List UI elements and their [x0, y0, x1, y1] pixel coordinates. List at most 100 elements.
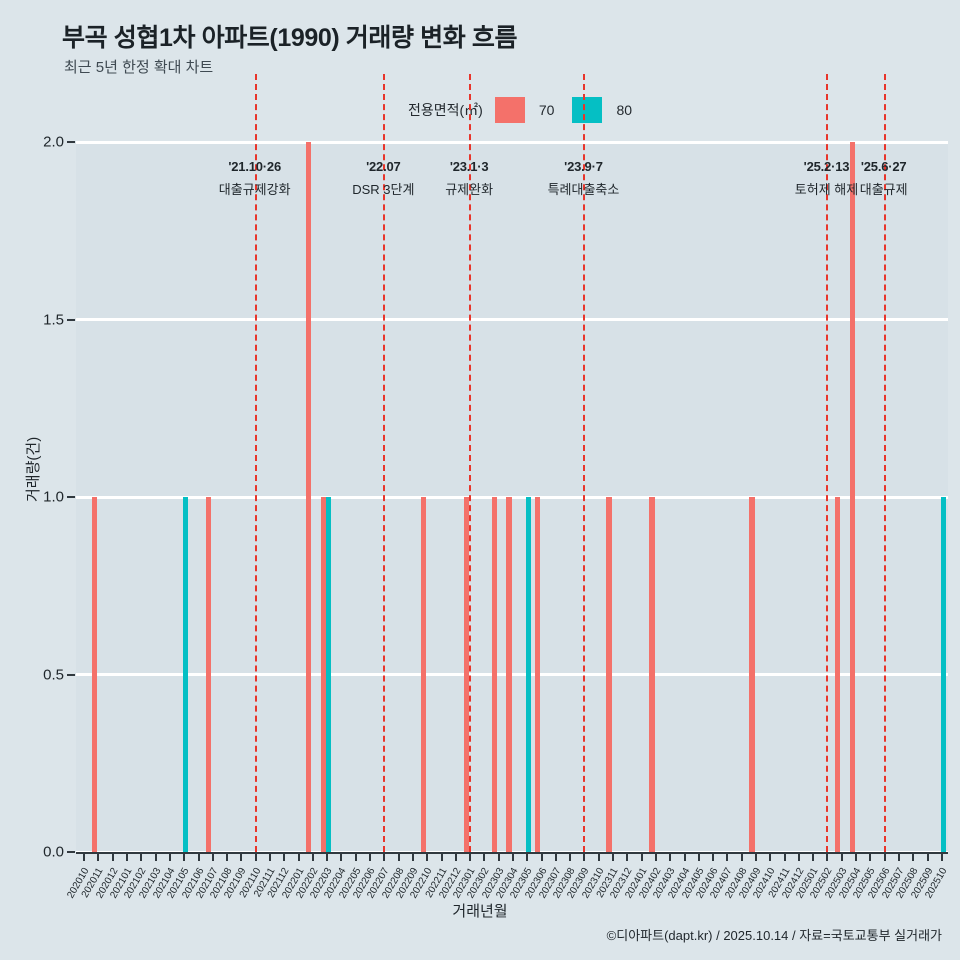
annotation-label: '25.6·27 대출규제 — [860, 159, 908, 198]
bar — [326, 497, 332, 852]
x-tick-mark — [426, 852, 429, 861]
bar — [649, 497, 655, 852]
x-tick-mark — [411, 852, 414, 861]
x-tick-mark — [926, 852, 929, 861]
x-tick-mark — [83, 852, 86, 861]
gridline — [76, 318, 948, 321]
footer-credit: ©디아파트(dapt.kr) / 2025.10.14 / 자료=국토교통부 실… — [606, 928, 942, 943]
bar — [506, 497, 512, 852]
x-tick-mark — [183, 852, 186, 861]
legend-label-80: 80 — [616, 102, 633, 118]
x-tick-mark — [369, 852, 372, 861]
bar — [91, 497, 98, 852]
x-tick-mark — [683, 852, 686, 861]
x-tick-mark — [354, 852, 357, 861]
x-tick-mark — [326, 852, 329, 861]
x-tick-mark — [311, 852, 314, 861]
y-tick-label: 1.0 — [43, 488, 64, 506]
annotation-text: 대출규제 — [859, 182, 908, 197]
bar — [206, 497, 212, 852]
page-subtitle: 최근 5년 한정 확대 차트 — [64, 59, 214, 76]
x-tick-mark — [383, 852, 386, 861]
x-tick-mark — [268, 852, 271, 861]
x-tick-mark — [540, 852, 543, 861]
plot-area: 0.0 0.5 1.0 1.5 2.0 — [43, 74, 948, 861]
x-tick-mark — [126, 852, 129, 861]
x-tick-mark — [469, 852, 472, 861]
x-tick-mark — [168, 852, 171, 861]
x-tick-mark — [454, 852, 457, 861]
annotation-label: '25.2·13 토허제 해제 — [795, 159, 858, 198]
x-tick-mark — [783, 852, 786, 861]
x-tick-mark — [612, 852, 615, 861]
y-tick-mark — [67, 141, 75, 143]
annotation-line — [883, 74, 886, 852]
annotation-line — [583, 74, 586, 852]
bar — [835, 497, 841, 852]
y-tick-label: 0.0 — [43, 843, 64, 861]
x-tick-mark — [340, 852, 343, 861]
x-tick-mark — [769, 852, 772, 861]
y-tick-label: 0.5 — [43, 666, 64, 683]
x-tick-mark — [297, 852, 300, 861]
legend-label-70: 70 — [538, 102, 555, 118]
annotation-line — [826, 74, 829, 852]
y-tick-label: 2.0 — [43, 133, 64, 151]
x-tick-mark — [826, 852, 829, 861]
x-tick-mark — [855, 852, 858, 861]
annotation-text: DSR 3단계 — [352, 182, 415, 197]
x-tick-mark — [597, 852, 600, 861]
annotation-label: '23.1·3 규제완화 — [445, 159, 493, 198]
y-tick-mark — [67, 673, 75, 676]
legend-title: 전용면적(㎡) — [408, 102, 483, 118]
gridline — [76, 495, 948, 499]
annotation-text: 토허제 해제 — [794, 182, 859, 197]
bar — [749, 497, 755, 852]
bar — [463, 497, 469, 852]
annotation-date: '21.10·26 — [228, 159, 281, 174]
x-tick-mark — [740, 852, 743, 861]
legend-swatch-80 — [572, 97, 603, 123]
annotation-date: '25.2·13 — [803, 159, 850, 174]
page-title: 부곡 성협1차 아파트(1990) 거래량 변화 흐름 — [62, 24, 518, 52]
bar — [320, 497, 326, 852]
x-tick-mark — [254, 852, 257, 861]
x-tick-mark — [140, 852, 143, 861]
annotation-text: 특례대출축소 — [547, 182, 620, 197]
x-tick-mark — [883, 852, 886, 861]
annotation-date: '25.6·27 — [860, 159, 907, 174]
y-axis-label: 거래량(건) — [25, 436, 42, 502]
x-tick-mark — [283, 852, 286, 861]
x-tick-mark — [97, 852, 100, 861]
y-tick-mark — [67, 318, 75, 321]
x-tick-mark — [197, 852, 200, 861]
x-tick-mark — [512, 852, 514, 861]
annotation-label: '23.9·7 특례대출축소 — [548, 159, 620, 198]
bar — [526, 497, 532, 852]
annotation-line — [383, 74, 386, 852]
legend: 전용면적(㎡) 70 80 — [408, 97, 632, 123]
y-tick-label: 1.5 — [43, 311, 64, 328]
gridline — [76, 673, 948, 676]
annotation-date: '23.9·7 — [564, 159, 603, 174]
x-tick-mark — [497, 852, 500, 861]
x-tick-mark — [483, 852, 486, 861]
annotation-line — [254, 74, 257, 852]
x-tick-mark — [697, 852, 700, 861]
bar — [940, 497, 947, 852]
annotation-text: 규제완화 — [445, 182, 494, 197]
bar — [306, 142, 312, 852]
bar — [535, 497, 541, 852]
y-tick-mark — [67, 496, 75, 498]
annotation-text: 대출규제강화 — [218, 182, 291, 197]
x-axis-title: 거래년월 — [452, 903, 508, 920]
gridline — [76, 140, 948, 144]
x-tick-mark — [712, 852, 715, 861]
annotation-line — [469, 74, 472, 852]
x-tick-mark — [111, 852, 114, 861]
bar — [183, 497, 189, 852]
x-tick-mark — [755, 852, 758, 861]
x-tick-mark — [626, 852, 629, 861]
y-tick-mark — [67, 851, 75, 853]
